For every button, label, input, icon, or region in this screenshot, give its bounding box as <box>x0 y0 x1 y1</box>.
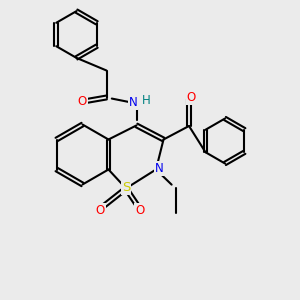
Text: O: O <box>78 95 87 108</box>
Text: O: O <box>187 91 196 104</box>
Text: N: N <box>128 96 137 110</box>
Text: H: H <box>142 94 151 107</box>
Text: N: N <box>155 162 164 176</box>
Text: O: O <box>135 204 144 218</box>
Text: O: O <box>96 204 105 218</box>
Text: S: S <box>122 181 130 194</box>
